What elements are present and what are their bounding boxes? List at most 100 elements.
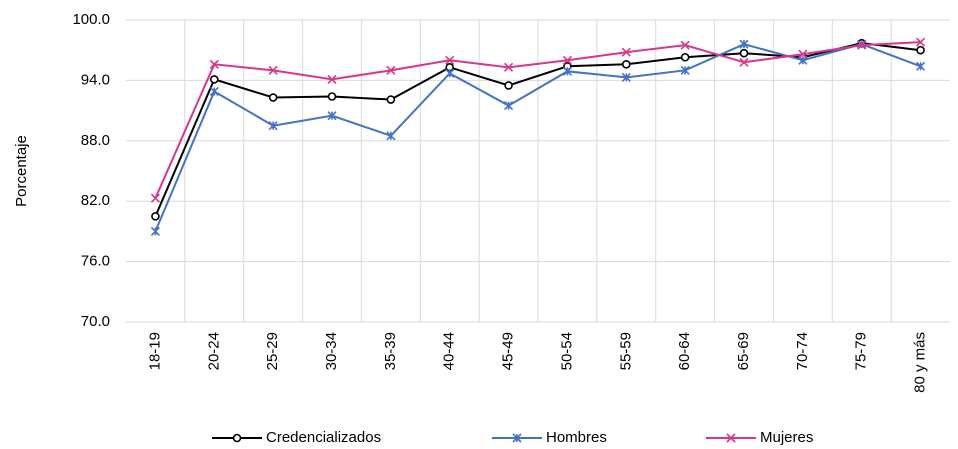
marker [857, 40, 867, 50]
y-tick-label: 70.0 [81, 313, 110, 330]
marker-circle [504, 81, 513, 90]
marker-x [386, 131, 396, 141]
marker [386, 131, 396, 141]
marker-circle [209, 75, 219, 84]
marker-circle [739, 48, 749, 58]
marker [680, 65, 690, 75]
marker-x [268, 65, 278, 75]
marker [504, 81, 513, 90]
marker-x [150, 226, 160, 236]
series-line [154, 41, 921, 199]
marker-x [739, 57, 749, 67]
marker-x [327, 74, 337, 84]
marker-x [209, 59, 219, 69]
marker-x [209, 86, 219, 97]
marker-x [621, 72, 631, 82]
marker [386, 65, 396, 75]
y-tick-label: 88.0 [81, 132, 110, 149]
marker-x [445, 68, 455, 78]
marker [512, 433, 522, 443]
marker-x [562, 55, 572, 65]
x-tick-label: 35-39 [382, 332, 399, 370]
marker-x [445, 55, 455, 65]
marker [726, 433, 736, 443]
marker [916, 37, 926, 47]
marker-x [327, 111, 337, 121]
legend-label: Credencializados [266, 429, 381, 446]
x-tick-label: 20-24 [205, 332, 222, 370]
y-tick-label: 82.0 [81, 192, 110, 209]
marker [445, 55, 455, 65]
x-tick-label: 55-59 [617, 332, 634, 370]
marker-x [150, 193, 160, 203]
x-tick-label: 70-74 [794, 332, 811, 370]
marker-x [562, 66, 572, 76]
marker [268, 65, 278, 75]
x-tick-label: 75-79 [853, 332, 870, 370]
marker-x [386, 65, 396, 75]
x-tick-label: 30-34 [323, 332, 340, 370]
marker-x [504, 62, 514, 72]
marker [739, 39, 749, 49]
marker-circle [327, 92, 337, 101]
legend-label: Mujeres [760, 429, 813, 446]
marker-x [680, 65, 690, 75]
marker-x [916, 61, 926, 71]
y-tick-label: 94.0 [81, 71, 110, 88]
marker-x [680, 40, 690, 50]
marker [151, 212, 160, 221]
marker-circle [916, 45, 925, 55]
marker-x [268, 121, 278, 131]
marker [680, 40, 690, 50]
marker-circle [232, 433, 242, 443]
marker-x [512, 433, 522, 443]
marker [268, 93, 278, 102]
marker [562, 66, 572, 76]
marker [504, 101, 514, 111]
x-tick-label: 60-64 [676, 332, 693, 370]
x-tick-label: 25-29 [264, 332, 281, 370]
marker-x [857, 40, 867, 50]
series-line [154, 43, 921, 232]
marker [232, 433, 242, 443]
marker [798, 49, 808, 59]
marker [739, 57, 749, 67]
marker [268, 121, 278, 131]
marker-x [916, 37, 926, 47]
marker [327, 92, 337, 101]
x-tick-label: 65-69 [735, 332, 752, 370]
marker [504, 62, 514, 72]
x-tick-label: 18-19 [146, 332, 163, 370]
marker [621, 59, 631, 69]
marker [739, 48, 749, 58]
x-tick-label: 40-44 [441, 332, 458, 370]
marker [327, 111, 337, 121]
marker-circle [621, 59, 631, 69]
y-tick-label: 76.0 [81, 253, 110, 270]
marker-x [798, 49, 808, 59]
y-tick-label: 100.0 [72, 11, 110, 28]
marker-x [621, 47, 631, 57]
marker-x [504, 101, 514, 111]
marker [621, 47, 631, 57]
marker [209, 86, 219, 97]
marker [327, 74, 337, 84]
marker-circle [386, 95, 396, 104]
legend-label: Hombres [546, 429, 607, 446]
marker [445, 68, 455, 78]
marker-circle [680, 52, 690, 62]
marker-x [739, 39, 749, 49]
marker [621, 72, 631, 82]
marker [916, 61, 926, 71]
marker-x [726, 433, 736, 443]
marker [150, 226, 160, 236]
marker [209, 75, 219, 84]
x-tick-label: 80 y más [912, 332, 929, 393]
x-tick-label: 45-49 [500, 332, 517, 370]
marker [209, 59, 219, 69]
marker [680, 52, 690, 62]
marker [386, 95, 396, 104]
marker [562, 55, 572, 65]
marker [916, 45, 925, 55]
